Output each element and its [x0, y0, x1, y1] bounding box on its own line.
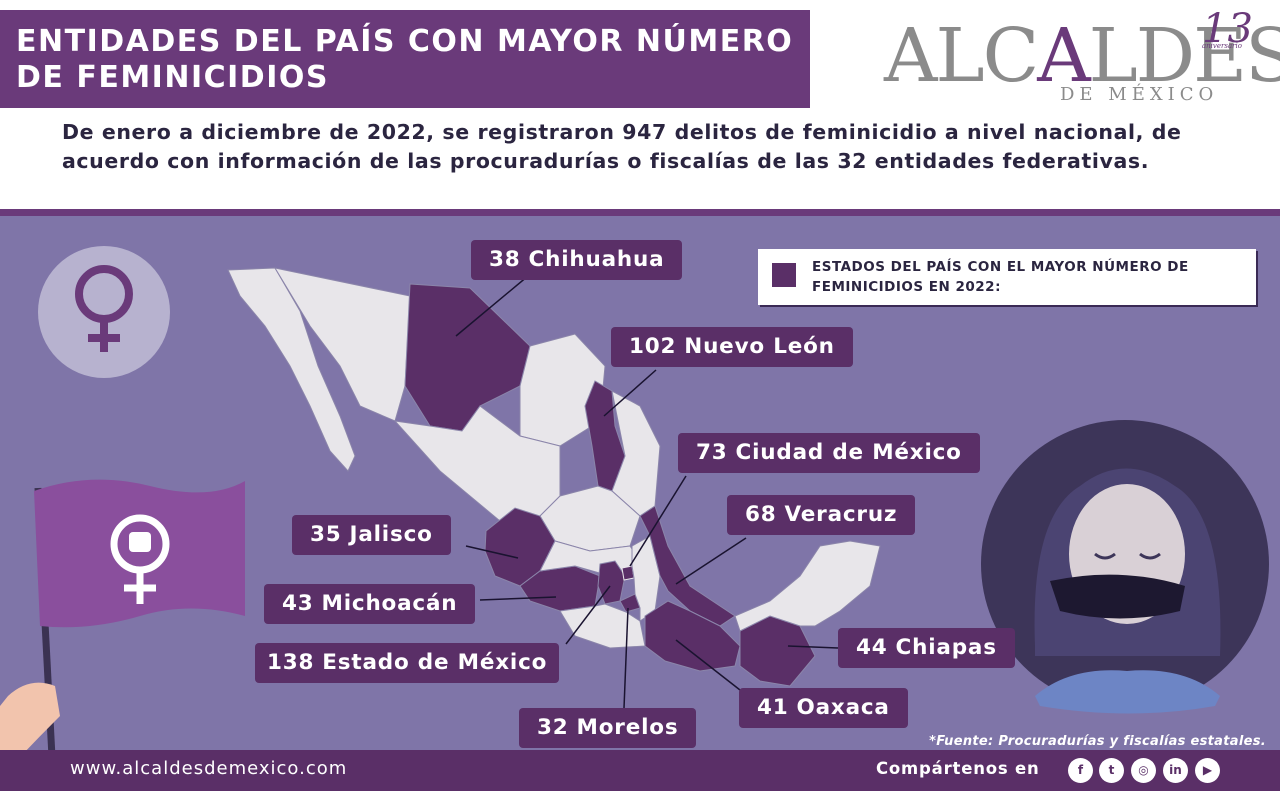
crying-woman-illustration: [981, 420, 1269, 714]
feminist-flag-icon: [0, 479, 245, 757]
footer: www.alcaldesdemexico.com Compártenos en …: [0, 750, 1280, 791]
linkedin-icon[interactable]: in: [1163, 758, 1188, 783]
mexico-map: [227, 267, 881, 687]
map-legend: ESTADOS DEL PAÍS CON EL MAYOR NÚMERO DE …: [758, 249, 1256, 305]
instagram-icon[interactable]: ◎: [1131, 758, 1156, 783]
legend-swatch: [772, 263, 796, 287]
facebook-icon[interactable]: f: [1068, 758, 1093, 783]
connector-lines: [455, 275, 839, 709]
logo-wordmark: ALCALDES: [884, 13, 1280, 99]
intro-text: De enero a diciembre de 2022, se registr…: [62, 120, 1182, 173]
anniversary-label: aniversario: [1202, 42, 1242, 50]
state-label-oaxaca: 41 Oaxaca: [739, 688, 908, 728]
venus-symbol-icon: [38, 246, 170, 378]
share-label: Compártenos en: [876, 759, 1040, 778]
mexico-map-illustration: [0, 246, 1269, 757]
youtube-icon[interactable]: ▶: [1195, 758, 1220, 783]
state-label-chiapas: 44 Chiapas: [838, 628, 1015, 668]
state-label-jalisco: 35 Jalisco: [292, 515, 451, 555]
logo-subtitle: DE MÉXICO: [1060, 84, 1219, 105]
map-section: 38 Chihuahua 102 Nuevo León 73 Ciudad de Mé…: [0, 209, 1280, 757]
website-link[interactable]: www.alcaldesdemexico.com: [70, 758, 348, 779]
state-label-morelos: 32 Morelos: [519, 708, 697, 748]
alcaldes-logo[interactable]: ALCALDES DE MÉXICO 13 aniversario: [880, 6, 1280, 110]
state-label-chihuahua: 38 Chihuahua: [471, 240, 683, 280]
twitter-icon[interactable]: t: [1099, 758, 1124, 783]
source-note: *Fuente: Procuradurías y fiscalías estat…: [929, 734, 1266, 749]
state-label-michoacan: 43 Michoacán: [264, 584, 476, 624]
state-label-estado-de-mexico: 138 Estado de México: [255, 643, 560, 683]
state-label-nuevo-leon: 102 Nuevo León: [611, 327, 853, 367]
title-banner: ENTIDADES DEL PAÍS CON MAYOR NÚMERO DE F…: [0, 10, 810, 108]
state-label-veracruz: 68 Veracruz: [727, 495, 916, 535]
legend-text: ESTADOS DEL PAÍS CON EL MAYOR NÚMERO DE …: [812, 259, 1189, 295]
state-label-ciudad-de-mexico: 73 Ciudad de México: [678, 433, 980, 473]
anniversary-mark: 13: [1202, 6, 1253, 52]
page-title: ENTIDADES DEL PAÍS CON MAYOR NÚMERO DE F…: [16, 24, 794, 95]
